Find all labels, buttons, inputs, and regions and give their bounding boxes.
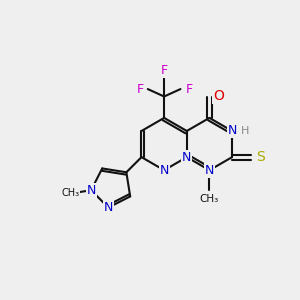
Text: H: H <box>240 126 249 136</box>
Text: N: N <box>205 164 214 177</box>
Text: F: F <box>136 82 144 96</box>
Text: N: N <box>227 124 237 137</box>
Text: N: N <box>160 164 169 177</box>
Text: N: N <box>86 184 96 197</box>
Text: F: F <box>160 64 168 77</box>
Text: N: N <box>104 201 113 214</box>
Text: F: F <box>186 82 193 96</box>
Text: O: O <box>213 89 224 103</box>
Text: N: N <box>182 151 191 164</box>
Text: CH₃: CH₃ <box>61 188 80 199</box>
Text: S: S <box>256 150 265 164</box>
Text: CH₃: CH₃ <box>200 194 219 204</box>
